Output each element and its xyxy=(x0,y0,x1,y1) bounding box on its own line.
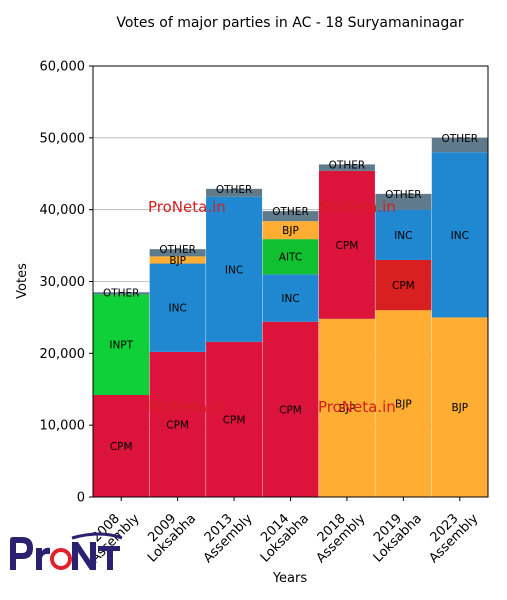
bar-segment-inpt xyxy=(93,294,150,395)
bar-segment-bjp xyxy=(431,317,488,497)
y-tick-label: 50,000 xyxy=(40,131,86,146)
bar-segment-inc xyxy=(375,209,432,260)
bar-segment-bjp xyxy=(318,318,375,497)
bar-segment-cpm xyxy=(149,351,206,497)
bars xyxy=(93,137,488,497)
segment-label: CPM xyxy=(336,240,359,252)
watermark-text: ProNeta.in xyxy=(148,398,226,416)
bar-segment-aitc xyxy=(262,239,319,275)
segment-label: CPM xyxy=(223,414,246,426)
y-tick-label: 20,000 xyxy=(40,347,86,362)
segment-label: OTHER xyxy=(442,133,479,145)
bar-segment-cpm xyxy=(262,321,319,497)
segment-label: CPM xyxy=(166,419,189,431)
segment-label: BJP xyxy=(169,255,186,267)
bar-segment-other xyxy=(262,211,319,222)
watermark-text: ProNeta.in xyxy=(318,398,396,416)
segment-label: CPM xyxy=(110,441,133,453)
y-tick-label: 10,000 xyxy=(40,419,86,434)
segment-label: AITC xyxy=(279,252,302,264)
watermarks: ProNeta.in ProNeta.in ProNeta.in ProNeta.in xyxy=(148,198,396,416)
segment-label: OTHER xyxy=(103,287,140,299)
bar-segment-inc xyxy=(431,152,488,318)
bar-segment-inc xyxy=(206,196,263,342)
y-tick-label: 30,000 xyxy=(40,275,86,290)
bar-segment-other xyxy=(93,292,150,295)
bar-segment-inc xyxy=(262,274,319,322)
segment-label: OTHER xyxy=(216,184,253,196)
y-tick-label: 60,000 xyxy=(40,60,86,75)
x-tick-label: 2018Assembly xyxy=(304,501,369,566)
x-tick-label: 2023Assembly xyxy=(417,501,482,566)
segment-label: INC xyxy=(451,230,469,242)
segment-label: CPM xyxy=(392,280,415,292)
bar-segment-inc xyxy=(149,263,206,352)
bar-segment-bjp xyxy=(375,310,432,497)
segment-label: OTHER xyxy=(385,189,422,201)
bar-segment-bjp xyxy=(149,256,206,264)
bar-segment-cpm xyxy=(93,394,150,497)
bar-segment-other xyxy=(318,164,375,171)
bar-segment-other xyxy=(375,193,432,210)
x-tick-label: 2014Loksabha xyxy=(248,501,312,565)
segment-label: OTHER xyxy=(272,206,309,218)
segment-labels: CPMINPTOTHERCPMINCBJPOTHERCPMINCOTHERCPM… xyxy=(103,133,478,453)
x-tick-label: 2013Assembly xyxy=(191,501,256,566)
segment-label: BJP xyxy=(282,225,299,237)
segment-label: OTHER xyxy=(329,159,366,171)
segment-label: INPT xyxy=(109,340,133,352)
chart-title: Votes of major parties in AC - 18 Suryam… xyxy=(116,15,463,31)
segment-label: BJP xyxy=(339,403,356,415)
segment-label: BJP xyxy=(395,399,412,411)
segment-label: INC xyxy=(168,303,186,315)
x-tick-label: 2019Loksabha xyxy=(361,501,425,565)
watermark-text: ProNeta.in xyxy=(318,198,396,216)
segment-label: INC xyxy=(394,230,412,242)
proneta-logo xyxy=(10,532,123,570)
bar-segment-other xyxy=(431,137,488,153)
x-tick-label: 2009Loksabha xyxy=(135,501,199,565)
segment-label: INC xyxy=(225,264,243,276)
y-axis-title: Votes xyxy=(15,263,30,299)
bar-segment-bjp xyxy=(262,221,319,240)
bar-segment-cpm xyxy=(318,170,375,319)
bar-segment-cpm xyxy=(375,259,432,311)
bar-segment-cpm xyxy=(206,341,263,497)
y-tick-label: 40,000 xyxy=(40,203,86,218)
segment-label: BJP xyxy=(451,402,468,414)
bar-segment-other xyxy=(149,249,206,257)
bar-segment-other xyxy=(206,188,263,197)
x-axis-title: Years xyxy=(272,571,308,586)
watermark-text: ProNeta.in xyxy=(148,198,226,216)
segment-label: OTHER xyxy=(159,244,196,256)
segment-label: INC xyxy=(281,293,299,305)
y-tick-label: 0 xyxy=(77,491,85,506)
segment-label: CPM xyxy=(279,404,302,416)
